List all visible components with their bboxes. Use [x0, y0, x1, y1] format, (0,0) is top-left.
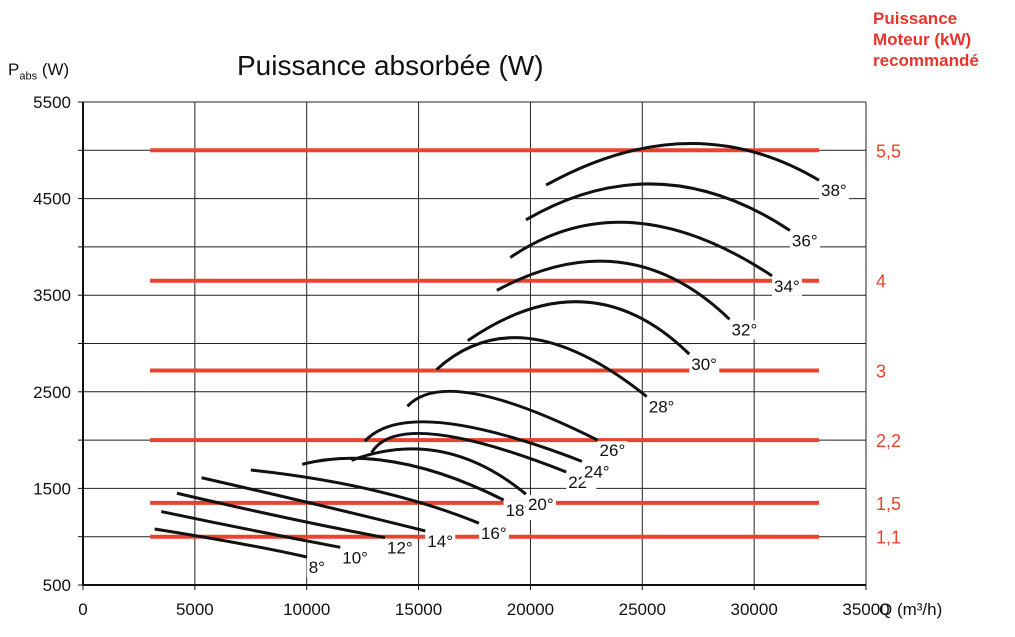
curve-label-bg [385, 538, 416, 558]
curve-line [201, 476, 426, 533]
curve-label-bg [340, 548, 371, 568]
curve-label-bg [597, 441, 628, 461]
curve-label-bg [789, 231, 820, 251]
y-tick-label: 500 [43, 576, 71, 595]
curve-line [176, 491, 386, 540]
curve-label: 34° [774, 277, 800, 296]
curve-label-bg [772, 276, 803, 296]
grid [78, 101, 867, 590]
motor-line-label: 1,5 [876, 494, 901, 514]
motor-line-label: 2,2 [876, 431, 901, 451]
chart-title: Puissance absorbée (W) [237, 50, 544, 81]
x-tick-label: 10000 [283, 600, 330, 619]
motor-line-label: 4 [876, 272, 886, 292]
curve-label: 36° [792, 231, 818, 250]
x-tick-label: 20000 [507, 600, 554, 619]
motor-line-label: 5,5 [876, 141, 901, 161]
curve-line [525, 182, 791, 232]
curve-line [370, 431, 567, 474]
curve-line [363, 420, 583, 463]
curve-label-bg [478, 524, 509, 544]
y-tick-label: 4500 [33, 190, 71, 209]
curve-label: 24° [584, 462, 610, 481]
x-axis-label: Q (m³/h) [879, 600, 942, 619]
y-tick-label: 3500 [33, 286, 71, 305]
curve-label: 18° [506, 501, 532, 520]
x-tick-label: 30000 [731, 600, 778, 619]
y-axis-label: Pabs (W) [8, 60, 70, 83]
x-tick-label: 0 [78, 600, 87, 619]
curve-line [154, 527, 308, 559]
curve-label: 30° [691, 355, 717, 374]
curve-label: 12° [387, 539, 413, 558]
curve-label: 26° [600, 441, 626, 460]
curve-label: 8° [309, 558, 325, 577]
x-tick-label: 25000 [619, 600, 666, 619]
curve-label: 38° [821, 181, 847, 200]
curve-line [406, 389, 599, 442]
curve-label-bg [581, 462, 612, 482]
x-tick-label: 5000 [176, 600, 214, 619]
curve-label-bg [646, 397, 677, 417]
curve-line [466, 300, 691, 356]
curve-line [435, 336, 648, 398]
curve-label-bg [819, 181, 850, 201]
curve-label: 20° [528, 495, 554, 514]
curve-line [160, 510, 341, 549]
right-axis-title: Puissance Moteur (kW) recommandé [873, 9, 979, 70]
curve-line [350, 447, 527, 496]
motor-line-label: 3 [876, 362, 886, 382]
y-tick-label: 1500 [33, 479, 71, 498]
curves: 8°10°12° 14° 16°18°20°22°24°26°28°30°32°34… [154, 142, 850, 577]
x-tick-label: 35000 [842, 600, 889, 619]
x-tick-label: 15000 [395, 600, 442, 619]
curve-label: 28° [649, 398, 675, 417]
y-tick-label: 5500 [33, 93, 71, 112]
y-tick-label: 2500 [33, 383, 71, 402]
curve-label-bg [525, 495, 556, 515]
curve-label-bg [425, 531, 456, 551]
curve-line [509, 220, 773, 278]
curve-line [250, 468, 480, 525]
ticks: 0 5000 10000 15000 20000 25000 30000 35000 500 15… [33, 93, 942, 619]
curve-line [301, 456, 505, 502]
curve-label-bg [306, 557, 337, 577]
curve-label-bg [689, 355, 720, 375]
curve-line [496, 259, 731, 321]
curve-label: 32° [732, 320, 758, 339]
motor-line-label: 1,1 [876, 528, 901, 548]
curve-label: 10° [342, 548, 368, 567]
curve-label: 16° [481, 524, 507, 543]
curve-line [545, 142, 820, 187]
curve-label: 14° [427, 532, 453, 551]
motor-lines: 1,1 1,5 2,2 3 4 5,5 [150, 141, 901, 548]
curve-label-bg [729, 320, 760, 340]
